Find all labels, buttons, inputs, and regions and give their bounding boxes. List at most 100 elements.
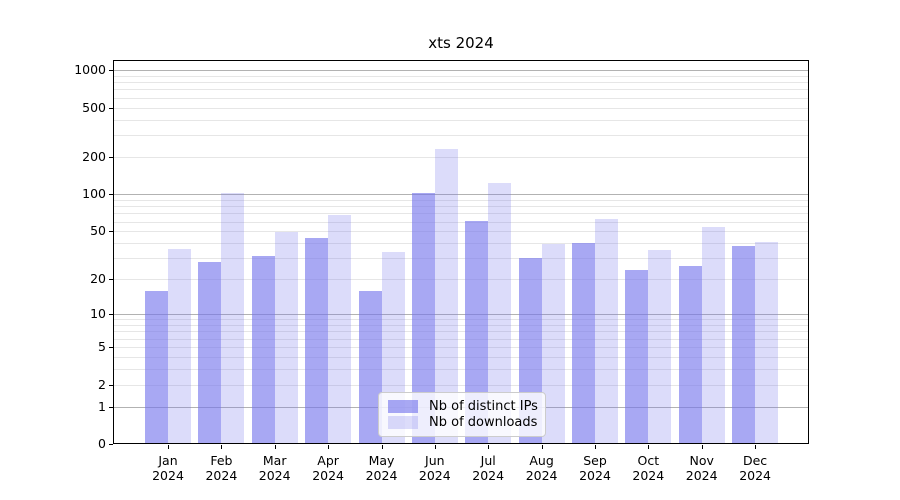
chart-title: xts 2024 bbox=[428, 34, 494, 52]
x-tick-mark bbox=[328, 445, 330, 449]
gridline-minor bbox=[114, 119, 808, 121]
gridline-major bbox=[114, 194, 808, 196]
bar-downloads bbox=[168, 248, 191, 444]
x-tick-label: Aug 2024 bbox=[525, 453, 558, 483]
bar-distinct-ips bbox=[678, 265, 702, 444]
x-tick-mark bbox=[221, 445, 223, 449]
x-tick-label: May 2024 bbox=[365, 453, 398, 483]
y-tick-mark bbox=[109, 156, 113, 158]
y-tick-mark bbox=[109, 384, 113, 386]
x-tick-mark bbox=[434, 445, 436, 449]
legend-label-downloads: Nb of downloads bbox=[429, 415, 538, 431]
y-tick-label: 1 bbox=[98, 398, 106, 414]
legend-item: Nb of distinct IPs bbox=[388, 398, 538, 414]
legend-item: Nb of downloads bbox=[388, 415, 538, 431]
bar-distinct-ips bbox=[625, 269, 649, 444]
x-tick-label: Mar 2024 bbox=[258, 453, 291, 483]
gridline-minor bbox=[114, 369, 808, 370]
gridline-minor bbox=[114, 319, 808, 321]
x-tick-mark bbox=[755, 445, 757, 449]
x-tick-label: Jul 2024 bbox=[472, 453, 505, 483]
x-tick-mark bbox=[381, 445, 383, 449]
y-tick-mark bbox=[109, 107, 113, 109]
gridline-minor bbox=[114, 231, 808, 233]
gridline-minor bbox=[114, 338, 808, 340]
legend-swatch-distinct-ips bbox=[388, 399, 418, 413]
bar-downloads bbox=[434, 149, 458, 444]
y-tick-mark bbox=[109, 406, 113, 408]
y-tick-mark bbox=[109, 314, 113, 316]
bar-distinct-ips bbox=[465, 220, 489, 444]
plot-area bbox=[113, 60, 809, 444]
y-tick-label: 20 bbox=[90, 271, 106, 287]
x-tick-mark bbox=[488, 445, 490, 449]
y-tick-mark bbox=[109, 279, 113, 281]
x-tick-mark bbox=[168, 445, 169, 449]
x-tick-label: Feb 2024 bbox=[205, 453, 238, 483]
x-tick-label: Nov 2024 bbox=[685, 453, 718, 483]
y-tick-label: 2 bbox=[98, 376, 106, 392]
bar-downloads bbox=[701, 227, 725, 444]
gridline-minor bbox=[114, 258, 808, 260]
gridline-minor bbox=[114, 135, 808, 137]
gridline-major bbox=[114, 70, 808, 71]
y-tick-mark bbox=[109, 231, 113, 233]
gridline-minor bbox=[114, 97, 808, 99]
bar-distinct-ips bbox=[732, 245, 756, 444]
x-tick-label: Jun 2024 bbox=[418, 453, 451, 483]
bar-downloads bbox=[541, 244, 565, 444]
bar-downloads bbox=[648, 250, 672, 444]
x-tick-label: Apr 2024 bbox=[312, 453, 344, 483]
gridline-minor bbox=[114, 89, 808, 91]
gridline-minor bbox=[114, 82, 808, 84]
y-tick-mark bbox=[109, 347, 113, 348]
gridline-minor bbox=[114, 243, 808, 244]
x-tick-mark bbox=[595, 445, 596, 449]
gridline-minor bbox=[114, 75, 808, 77]
bar-downloads bbox=[595, 218, 618, 444]
x-tick-label: Dec 2024 bbox=[739, 453, 771, 483]
x-tick-mark bbox=[648, 445, 650, 449]
bar-distinct-ips bbox=[411, 193, 435, 444]
y-tick-label: 50 bbox=[90, 223, 106, 239]
y-tick-label: 5 bbox=[98, 339, 106, 354]
legend-label-distinct-ips: Nb of distinct IPs bbox=[429, 398, 538, 414]
gridline-minor bbox=[114, 331, 808, 333]
bar-distinct-ips bbox=[305, 237, 329, 444]
gridline-minor bbox=[114, 213, 808, 215]
gridline-minor bbox=[114, 199, 808, 201]
y-tick-label: 0 bbox=[98, 436, 106, 451]
bar-distinct-ips bbox=[572, 243, 595, 444]
gridline-minor bbox=[114, 279, 808, 281]
x-tick-label: Sep 2024 bbox=[579, 453, 611, 483]
bar-downloads bbox=[755, 241, 779, 444]
bar-downloads bbox=[221, 193, 245, 444]
x-tick-mark bbox=[541, 445, 543, 449]
y-tick-mark bbox=[109, 194, 113, 196]
y-tick-label: 1000 bbox=[74, 62, 106, 77]
bar-distinct-ips bbox=[145, 290, 168, 444]
legend-swatch-downloads bbox=[388, 416, 418, 430]
bar-distinct-ips bbox=[358, 290, 382, 444]
y-tick-mark bbox=[109, 70, 113, 71]
bar-downloads bbox=[274, 232, 298, 444]
bar-distinct-ips bbox=[251, 256, 275, 444]
y-tick-label: 100 bbox=[82, 186, 106, 202]
bar-downloads bbox=[328, 214, 352, 444]
gridline-minor bbox=[114, 347, 808, 348]
gridline-minor bbox=[114, 221, 808, 223]
gridline-minor bbox=[114, 206, 808, 208]
x-tick-label: Oct 2024 bbox=[632, 453, 665, 483]
gridline-minor bbox=[114, 107, 808, 109]
x-tick-label: Jan 2024 bbox=[152, 453, 184, 483]
y-tick-label: 10 bbox=[90, 306, 106, 322]
x-tick-mark bbox=[274, 445, 276, 449]
y-tick-label: 500 bbox=[82, 99, 106, 115]
gridline-major bbox=[114, 314, 808, 316]
bar-distinct-ips bbox=[198, 261, 222, 444]
y-tick-label: 200 bbox=[82, 148, 106, 164]
bar-downloads bbox=[488, 182, 512, 444]
legend: Nb of distinct IPs Nb of downloads bbox=[378, 392, 546, 437]
x-tick-mark bbox=[701, 445, 703, 449]
